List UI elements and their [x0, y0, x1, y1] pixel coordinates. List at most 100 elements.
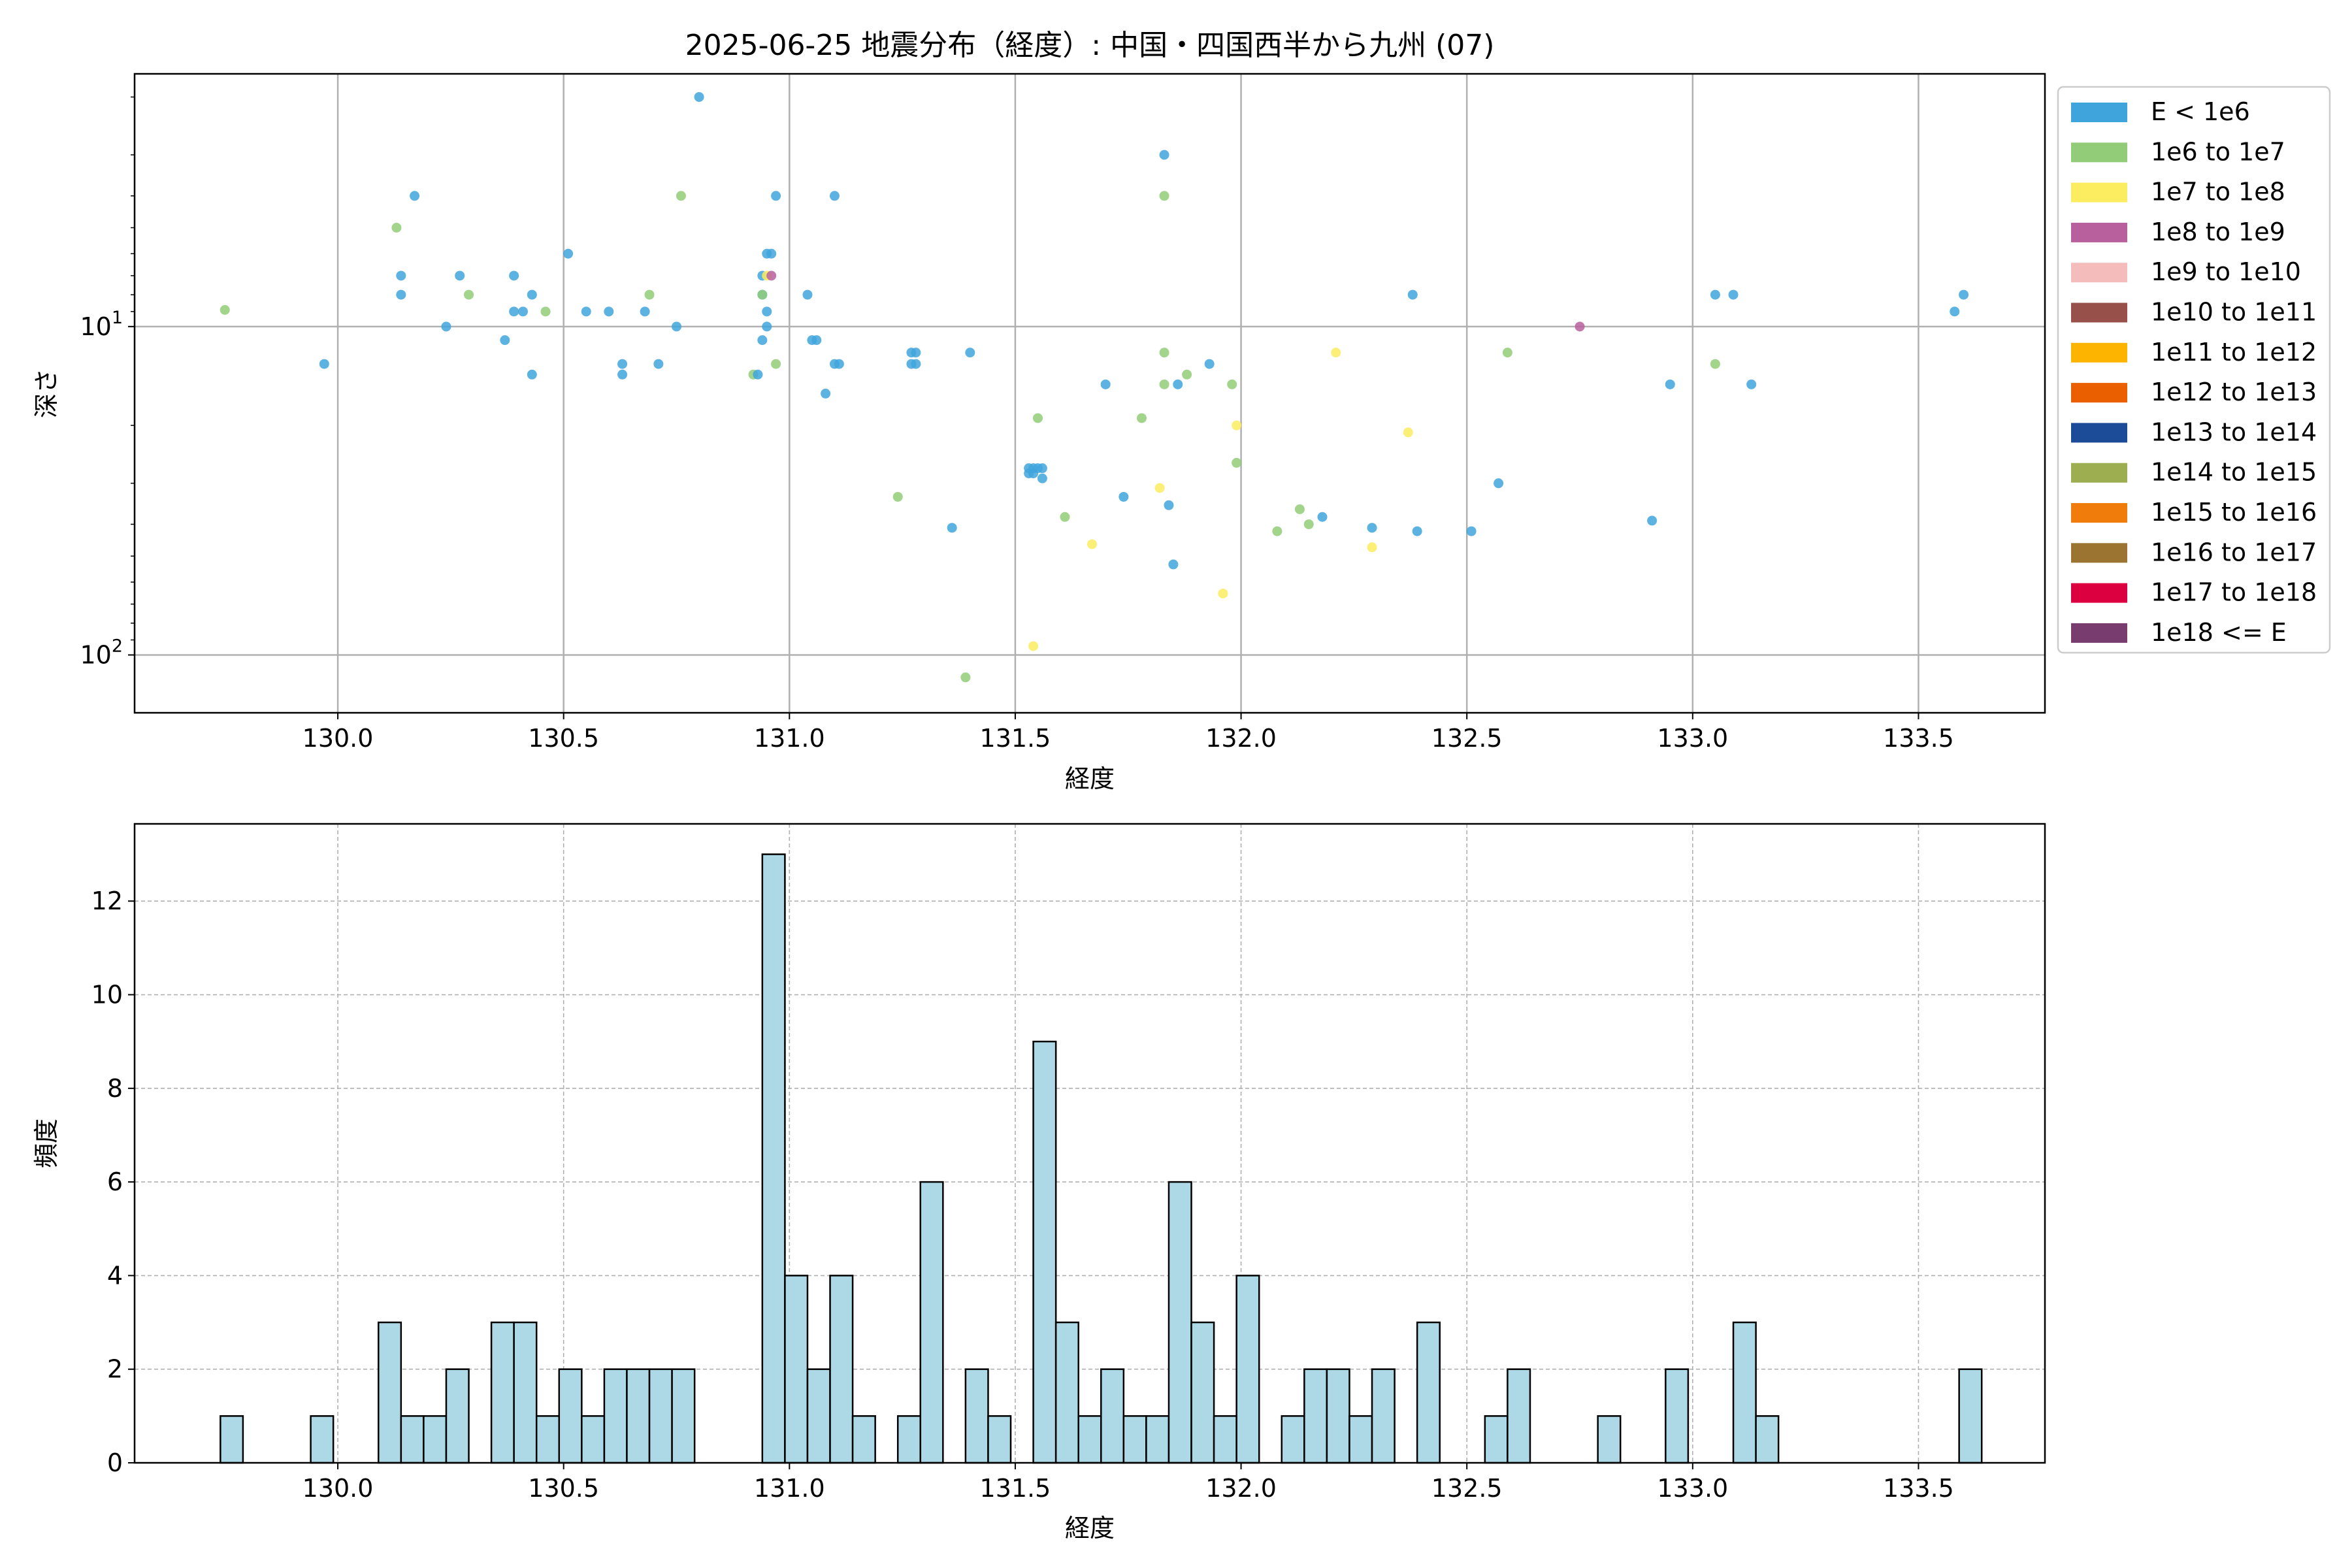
scatter-point [509, 270, 519, 281]
scatter-point [527, 289, 537, 300]
scatter-point [834, 359, 844, 369]
scatter-point [1159, 191, 1169, 201]
scatter-point [911, 359, 921, 369]
legend-swatch [2071, 543, 2127, 563]
scatter-point [1272, 526, 1282, 536]
histogram-plot-area [135, 824, 2045, 1463]
scatter-point [540, 306, 551, 317]
histogram-ytick-label: 4 [107, 1261, 123, 1290]
scatter-point [1037, 473, 1047, 483]
histogram-bar [220, 1415, 244, 1464]
histogram-bar [1755, 1415, 1780, 1464]
scatter-point [1950, 306, 1960, 317]
legend-swatch [2071, 383, 2127, 403]
histogram-bar [423, 1415, 448, 1464]
scatter-point [1173, 379, 1183, 389]
histogram-bar [603, 1368, 628, 1464]
legend-swatch [2071, 463, 2127, 483]
scatter-point [527, 369, 537, 380]
histogram-bar [829, 1275, 854, 1464]
legend-swatch [2071, 182, 2127, 203]
histogram-bar [1958, 1368, 1983, 1464]
scatter-xtick-label: 132.5 [1431, 724, 1503, 753]
histogram-bar [1077, 1415, 1102, 1464]
scatter-frame [133, 73, 2046, 714]
scatter-xlabel: 経度 [1065, 764, 1115, 793]
scatter-point [617, 359, 628, 369]
scatter-point [1154, 483, 1165, 493]
scatter-point [1710, 289, 1720, 300]
histogram-bar [1507, 1368, 1531, 1464]
scatter-point [396, 270, 406, 281]
scatter-point [1331, 348, 1341, 358]
histogram-bar [1326, 1368, 1350, 1464]
scatter-point [1232, 420, 1242, 431]
scatter-point [455, 270, 465, 281]
scatter-point [821, 388, 831, 399]
scatter-xtick-label: 133.5 [1883, 724, 1954, 753]
histogram-bar [919, 1181, 944, 1464]
figure-title: 2025-06-25 地震分布（経度）: 中国・四国西半から九州 (07) [685, 29, 1495, 62]
scatter-point [581, 306, 591, 317]
legend-swatch [2071, 222, 2127, 242]
scatter-point [319, 359, 329, 369]
scatter-point [1159, 348, 1169, 358]
legend-label: 1e9 to 1e10 [2151, 257, 2301, 286]
histogram-xtick-label: 133.5 [1883, 1474, 1954, 1503]
scatter-point [1728, 289, 1739, 300]
histogram-bar [1213, 1415, 1237, 1464]
scatter-point [766, 248, 777, 259]
scatter-xtick-label: 132.0 [1205, 724, 1277, 753]
histogram-bar [581, 1415, 606, 1464]
scatter-point [1407, 289, 1418, 300]
scatter-point [653, 359, 664, 369]
scatter-xtick-label: 130.0 [302, 724, 374, 753]
legend-swatch [2071, 103, 2127, 122]
scatter-plot: 130.0 130.5 131.0 131.5 132.0 132.5 133.0 133.5… [32, 73, 2046, 793]
scatter-point [694, 91, 704, 102]
histogram-bar [1032, 1040, 1057, 1464]
histogram-bar [310, 1415, 335, 1464]
histogram-bar [1484, 1415, 1509, 1464]
scatter-point [220, 304, 230, 315]
scatter-point [517, 306, 528, 317]
scatter-point [464, 289, 474, 300]
scatter-point [1294, 504, 1305, 514]
histogram-xtick-label: 130.5 [528, 1474, 599, 1503]
scatter-point [1665, 379, 1675, 389]
legend-label: 1e15 to 1e16 [2151, 498, 2317, 527]
histogram-plot: 130.0 130.5 131.0 131.5 132.0 132.5 133.0 133.5… [32, 823, 2046, 1543]
scatter-point [1033, 413, 1043, 423]
scatter-ytick-label: 102 [80, 636, 123, 669]
histogram-bar [1145, 1415, 1170, 1464]
legend-swatch [2071, 503, 2127, 523]
histogram-bar [1371, 1368, 1396, 1464]
scatter-point [1710, 359, 1720, 369]
histogram-xtick-label: 131.5 [980, 1474, 1051, 1503]
scatter-point [1204, 359, 1215, 369]
histogram-xtick-label: 132.0 [1205, 1474, 1277, 1503]
scatter-point [1412, 526, 1422, 536]
scatter-point [766, 270, 777, 281]
histogram-bar [1235, 1275, 1260, 1464]
histogram-bar [513, 1321, 538, 1464]
scatter-point [762, 321, 772, 332]
scatter-point [1168, 559, 1179, 570]
histogram-bar [535, 1415, 561, 1464]
scatter-point [1466, 526, 1477, 536]
scatter-point [771, 359, 781, 369]
legend-swatch [2071, 423, 2127, 443]
scatter-point [1060, 512, 1070, 522]
histogram-bar [896, 1415, 922, 1464]
legend-frame [2057, 86, 2331, 654]
histogram-xtick-label: 133.0 [1657, 1474, 1728, 1503]
histogram-frame [133, 823, 2046, 1464]
scatter-point [640, 306, 650, 317]
legend-label: 1e17 to 1e18 [2151, 578, 2317, 607]
scatter-point [1037, 463, 1047, 474]
histogram-ytick-label: 6 [107, 1168, 123, 1196]
legend-label: 1e16 to 1e17 [2151, 538, 2317, 566]
histogram-xtick-label: 132.5 [1431, 1474, 1503, 1503]
scatter-point [802, 289, 813, 300]
histogram-bar [490, 1321, 515, 1464]
